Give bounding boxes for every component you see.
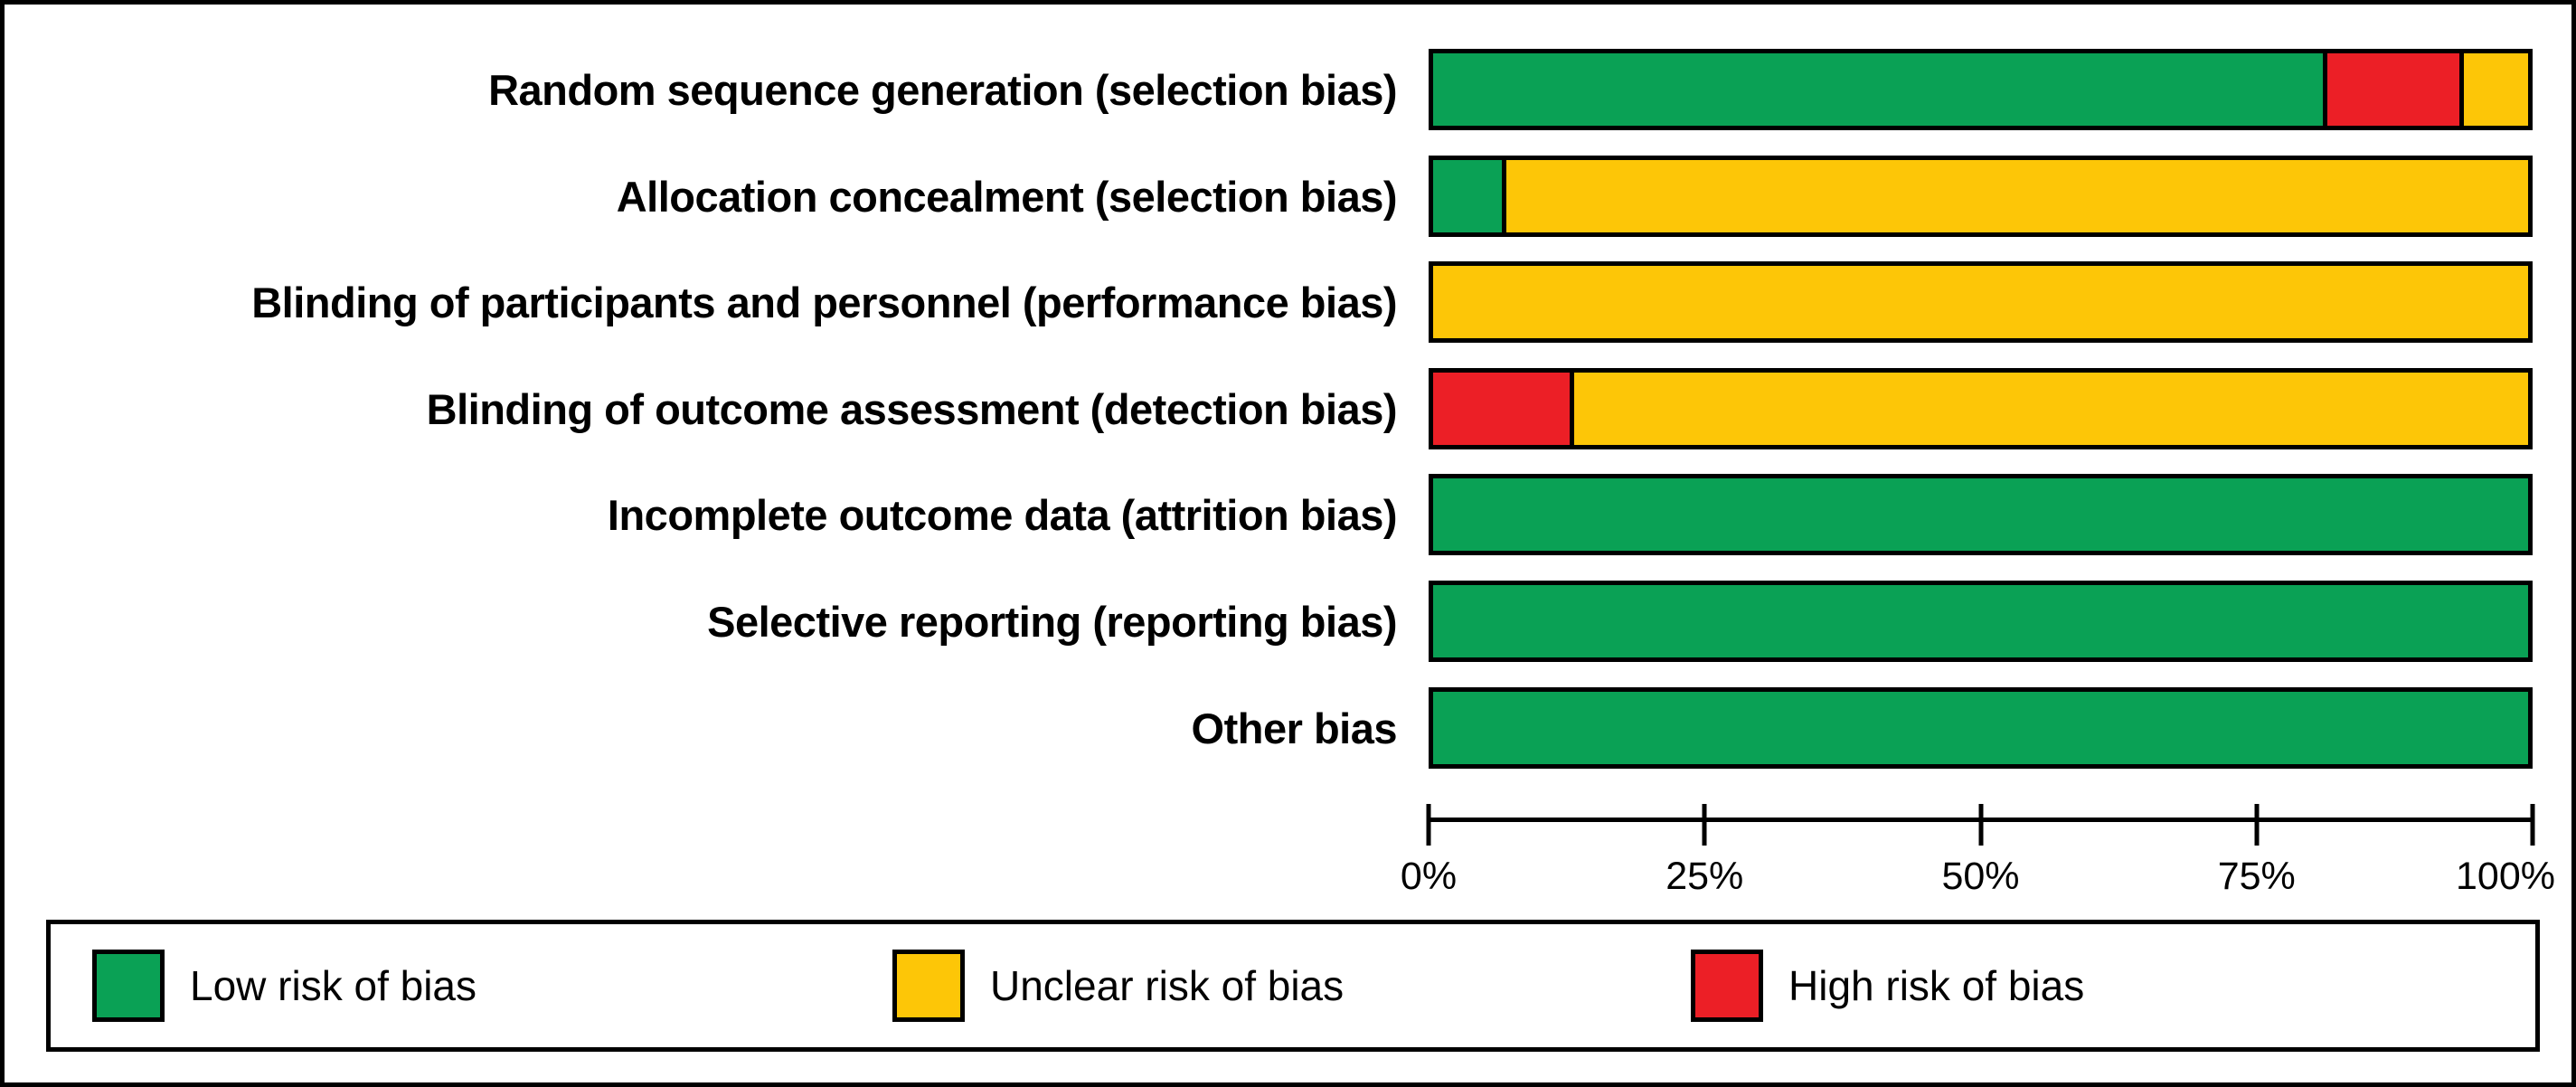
legend-item-high-risk: High risk of bias — [1691, 924, 2084, 1047]
x-axis-tick-label: 75% — [2217, 855, 2296, 898]
x-axis-tick-label: 25% — [1665, 855, 1744, 898]
bias-domain-row: Blinding of participants and personnel (… — [5, 261, 2571, 343]
high-risk-swatch-icon — [1691, 950, 1763, 1022]
stacked-bar — [1429, 368, 2533, 449]
bias-domain-label: Incomplete outcome data (attrition bias) — [607, 490, 1398, 539]
x-axis-tick — [2530, 804, 2535, 846]
x-axis-tick — [1702, 804, 1707, 846]
x-axis — [1426, 804, 2535, 846]
stacked-bar — [1429, 49, 2533, 130]
bar-segment-low-risk — [1433, 53, 2323, 126]
legend: Low risk of bias Unclear risk of bias Hi… — [46, 920, 2540, 1052]
legend-label-low-risk: Low risk of bias — [190, 962, 477, 1009]
bias-domain-row: Allocation concealment (selection bias) — [5, 156, 2571, 237]
bias-domain-row: Other bias — [5, 687, 2571, 769]
unclear-risk-swatch-icon — [892, 950, 965, 1022]
bias-domain-row: Incomplete outcome data (attrition bias) — [5, 474, 2571, 555]
legend-item-unclear-risk: Unclear risk of bias — [892, 924, 1344, 1047]
bar-segment-unclear-risk — [1433, 266, 2528, 338]
bar-segment-unclear-risk — [1501, 160, 2528, 232]
bias-domain-label: Allocation concealment (selection bias) — [616, 172, 1398, 221]
bar-segment-low-risk — [1433, 585, 2528, 657]
bias-domain-label: Blinding of participants and personnel (… — [251, 278, 1397, 326]
x-axis-tick — [2254, 804, 2260, 846]
bar-segment-unclear-risk — [2459, 53, 2528, 126]
bias-domain-label: Other bias — [1191, 704, 1398, 752]
bar-segment-low-risk — [1433, 160, 1502, 232]
plot-area: Random sequence generation (selection bi… — [5, 5, 2571, 1082]
bias-domain-label: Random sequence generation (selection bi… — [488, 65, 1397, 114]
x-axis-tick — [1426, 804, 1431, 846]
stacked-bar — [1429, 156, 2533, 237]
bias-domain-row: Selective reporting (reporting bias) — [5, 581, 2571, 662]
x-axis-tick — [1978, 804, 1983, 846]
bias-domain-row: Random sequence generation (selection bi… — [5, 49, 2571, 130]
x-axis-tick-label: 100% — [2456, 855, 2555, 898]
bar-segment-high-risk — [1433, 373, 1571, 445]
stacked-bar — [1429, 581, 2533, 662]
bias-domain-label: Selective reporting (reporting bias) — [707, 597, 1397, 646]
bar-segment-low-risk — [1433, 478, 2528, 551]
legend-item-low-risk: Low risk of bias — [92, 924, 477, 1047]
x-axis-labels: 0% 25% 50% 75% 100% — [1401, 855, 2555, 900]
bar-segment-unclear-risk — [1570, 373, 2528, 445]
stacked-bar — [1429, 261, 2533, 343]
legend-label-unclear-risk: Unclear risk of bias — [990, 962, 1345, 1009]
x-axis-tick-label: 50% — [1941, 855, 2020, 898]
legend-label-high-risk: High risk of bias — [1788, 962, 2085, 1009]
bar-segment-low-risk — [1433, 692, 2528, 764]
stacked-bar — [1429, 687, 2533, 769]
x-axis-tick-label: 0% — [1400, 855, 1458, 898]
low-risk-swatch-icon — [92, 950, 165, 1022]
bias-domain-row: Blinding of outcome assessment (detectio… — [5, 368, 2571, 449]
bar-segment-high-risk — [2322, 53, 2460, 126]
bias-domain-label: Blinding of outcome assessment (detectio… — [426, 384, 1398, 433]
stacked-bar — [1429, 474, 2533, 555]
